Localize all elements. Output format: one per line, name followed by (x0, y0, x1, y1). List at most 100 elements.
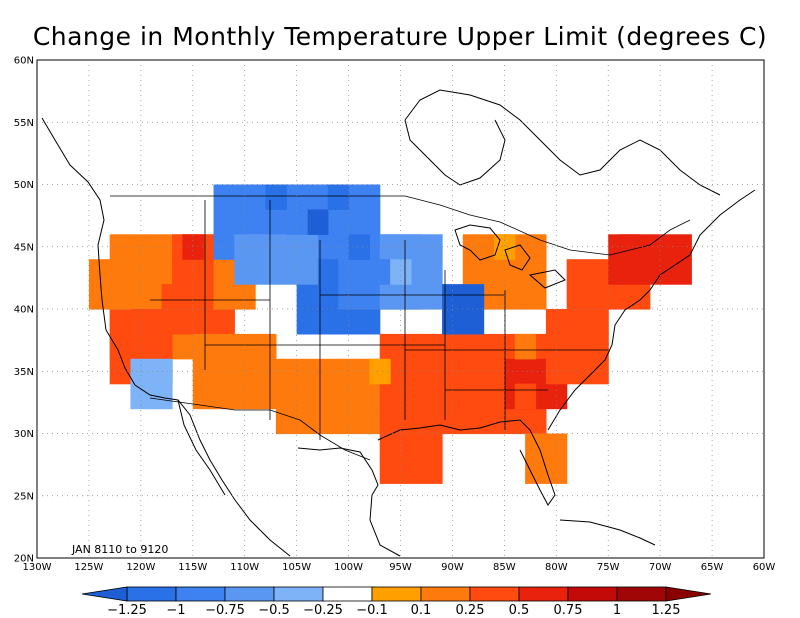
longitude-label: 90W (441, 562, 464, 573)
colorbar-label: 0.5 (509, 603, 530, 618)
anomaly-cell (296, 259, 319, 285)
latitude-label: 25N (14, 491, 34, 502)
anomaly-cell (255, 209, 277, 235)
anomaly-cell (421, 333, 443, 360)
anomaly-cell (649, 234, 672, 260)
colorbar-label: 0.1 (411, 603, 432, 618)
anomaly-cell (192, 333, 215, 360)
anomaly-cell (213, 184, 235, 210)
anomaly-cell (358, 184, 381, 210)
anomaly-cell (483, 358, 505, 385)
anomaly-cell (483, 383, 505, 410)
anomaly-cell (670, 234, 692, 260)
anomaly-cell (566, 259, 589, 285)
anomaly-cell (400, 408, 422, 435)
longitude-label: 105W (282, 562, 311, 573)
anomaly-cell (234, 333, 256, 360)
anomaly-cell (525, 408, 547, 435)
anomaly-cell (275, 383, 298, 410)
longitude-label: 60W (753, 562, 776, 573)
anomaly-cell (192, 358, 215, 385)
anomaly-cell (255, 333, 277, 360)
colorbar-label: 0.25 (456, 603, 485, 618)
anomaly-cell (151, 383, 173, 410)
anomaly-cell (379, 284, 402, 310)
anomaly-cell (234, 259, 256, 285)
anomaly-cell (182, 234, 204, 260)
anomaly-cell (130, 309, 152, 335)
state-borders (110, 195, 691, 461)
anomaly-cell (390, 259, 412, 285)
anomaly-cell (400, 383, 422, 410)
anomaly-cell (296, 284, 319, 310)
latitude-labels: 20N 25N 30N 35N 40N 45N 50N 55N 60N (14, 56, 34, 565)
colorbar-segment (616, 586, 667, 602)
anomaly-cell (265, 184, 287, 210)
anomaly-cell (400, 284, 422, 310)
anomaly-cell (421, 259, 443, 285)
anomaly-cell (483, 259, 505, 285)
anomaly-cell (317, 383, 339, 410)
anomaly-cell (421, 408, 443, 435)
atlantic-coastline (547, 189, 756, 431)
anomaly-cell (286, 209, 308, 235)
anomaly-cells (88, 184, 692, 484)
anomaly-cell (213, 209, 235, 235)
anomaly-cell (608, 284, 630, 310)
anomaly-cell (151, 234, 173, 260)
anomaly-cell (587, 259, 609, 285)
anomaly-cell (296, 309, 319, 335)
anomaly-cell (462, 284, 485, 310)
anomaly-cell (442, 309, 464, 335)
anomaly-cell (587, 284, 609, 310)
map-title: Change in Monthly Temperature Upper Limi… (32, 22, 768, 51)
anomaly-cell (317, 234, 339, 260)
anomaly-cell (462, 358, 485, 385)
anomaly-cell (566, 309, 589, 335)
us-canada-border (110, 195, 691, 256)
anomaly-cell (358, 408, 381, 435)
anomaly-cell (88, 284, 111, 310)
anomaly-cell (442, 408, 464, 435)
anomaly-cell (587, 309, 609, 335)
anomaly-cell (369, 358, 391, 385)
colorbar-label: −1.25 (107, 603, 147, 618)
anomaly-cell (327, 184, 350, 210)
anomaly-cell (545, 433, 568, 459)
anomaly-cell (234, 284, 256, 310)
longitude-label: 95W (389, 562, 412, 573)
anomaly-cell (296, 184, 319, 210)
great-lakes (454, 224, 566, 289)
anomaly-cell (462, 309, 485, 335)
anomaly-cell (109, 259, 132, 285)
anomaly-cell (400, 234, 422, 260)
longitude-label: 115W (178, 562, 207, 573)
anomaly-cell (130, 333, 152, 360)
colorbar-segment (175, 586, 226, 602)
canada-arctic-coast (404, 89, 721, 196)
anomaly-cell (109, 284, 132, 310)
anomaly-cell (442, 333, 464, 360)
colorbar-segment (322, 586, 373, 602)
anomaly-cell (275, 234, 298, 260)
anomaly-cell (462, 383, 485, 410)
anomaly-cell (192, 309, 215, 335)
colorbar: −1.25 −1 −0.75 −0.5 −0.25 −0.1 0.1 0.25 0.5 0.75 1… (81, 586, 712, 618)
anomaly-cell (358, 383, 381, 410)
anomaly-cell (525, 458, 547, 484)
anomaly-cell (618, 234, 640, 260)
anomaly-cell (483, 284, 505, 310)
cuba (559, 519, 656, 546)
gulf-coast-east (377, 419, 556, 506)
anomaly-cell (421, 234, 443, 260)
anomaly-cell (421, 383, 443, 410)
interior-borders (150, 200, 610, 440)
anomaly-cell (504, 259, 526, 285)
anomaly-cell (130, 284, 152, 310)
anomaly-cell (483, 408, 505, 435)
anomaly-cell (421, 284, 443, 310)
anomaly-cell (545, 458, 568, 484)
anomaly-cell (151, 333, 173, 360)
anomaly-cell (213, 383, 235, 410)
colorbar-segment (126, 586, 177, 602)
